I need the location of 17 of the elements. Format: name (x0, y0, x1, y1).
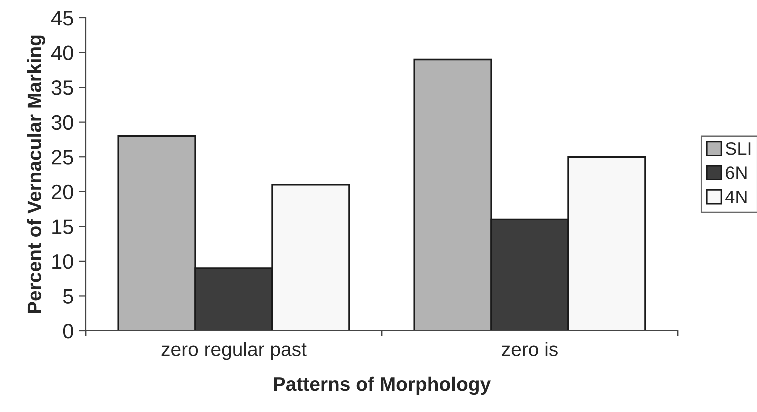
legend-label: 6N (726, 166, 747, 180)
y-tick-label: 5 (63, 289, 74, 304)
y-tick-label: 30 (52, 115, 74, 130)
x-tick-label: zero regular past (162, 342, 307, 360)
x-tick-label: zero is (502, 342, 558, 356)
y-tick-label: 20 (52, 184, 74, 200)
y-tick-label: 40 (52, 46, 74, 61)
y-tick-label: 45 (52, 11, 74, 26)
legend-label: 4N (726, 190, 747, 204)
y-axis-title: Percent of Vernacular Marking (27, 36, 46, 314)
y-tick-label: 0 (63, 324, 74, 339)
y-tick-label: 10 (52, 254, 74, 270)
legend-label: SLI (726, 142, 751, 156)
y-tick-label: 25 (52, 150, 74, 165)
y-tick-label: 15 (52, 220, 74, 234)
x-axis-title: Patterns of Morphology (274, 376, 492, 396)
y-tick-label: 35 (52, 80, 74, 96)
